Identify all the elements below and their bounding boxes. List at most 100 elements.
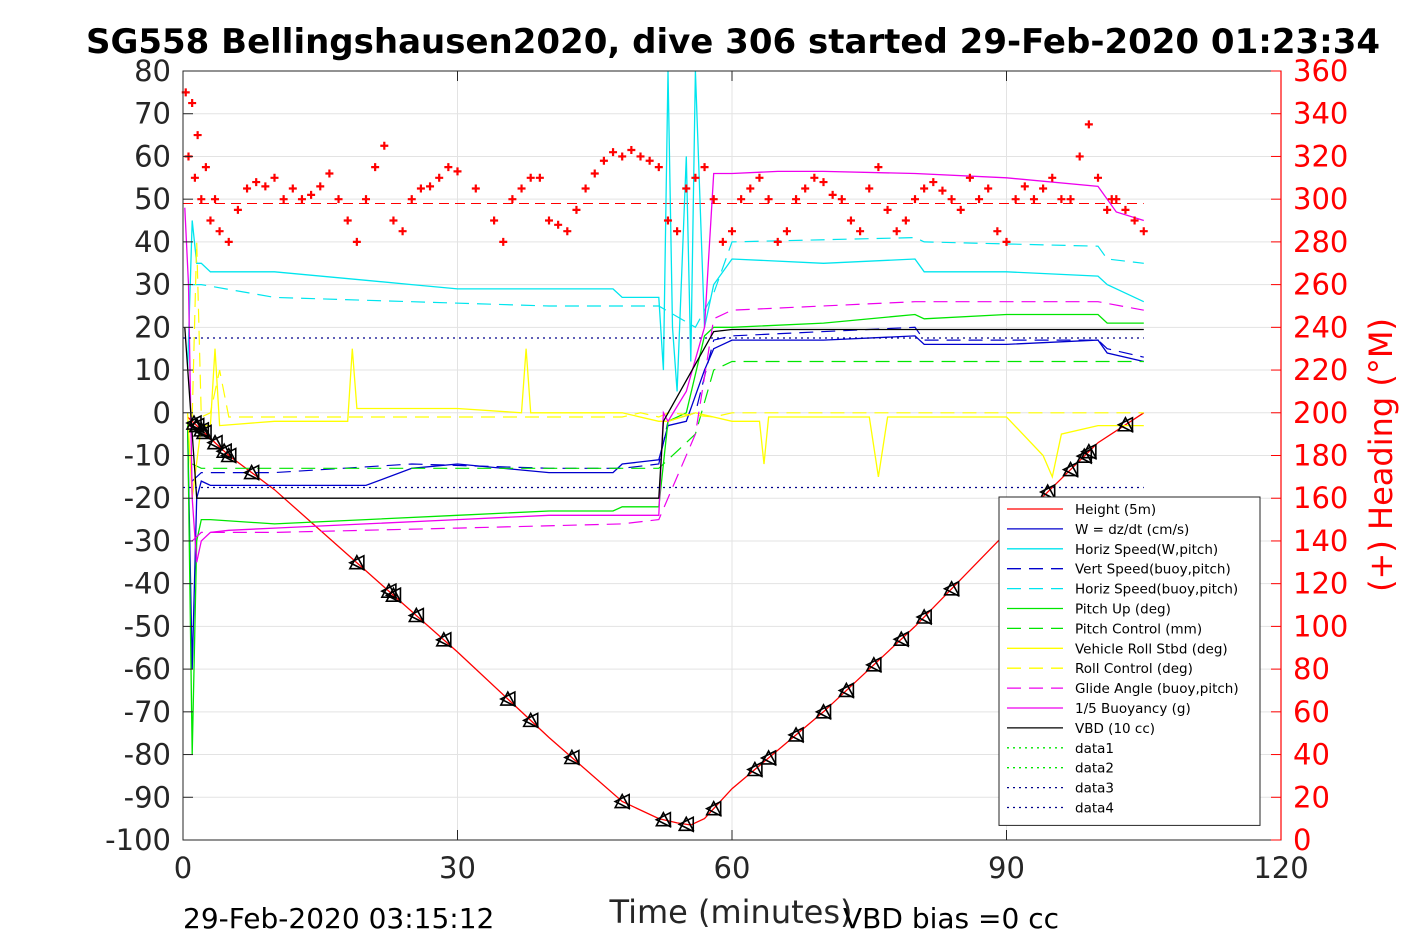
heading-point	[407, 195, 416, 204]
heading-point	[380, 141, 389, 150]
series-line-9	[191, 301, 1144, 542]
heading-point	[911, 195, 919, 204]
heading-point	[773, 237, 782, 246]
heading-point	[819, 178, 828, 187]
x-axis-ticks: 0 30 60 90 120	[174, 71, 1309, 885]
y-tick-label: -10	[124, 439, 171, 473]
right-y-tick-label: 100	[1293, 609, 1348, 643]
heading-point	[627, 146, 636, 155]
legend-label: Vert Speed(buoy,pitch)	[1075, 562, 1231, 578]
heading-point	[297, 195, 306, 204]
depth-marker-up	[677, 815, 695, 832]
right-y-tick-label: 40	[1293, 738, 1330, 772]
heading-point	[975, 195, 984, 204]
depth-marker-up	[613, 792, 631, 809]
legend-label: Vehicle Roll Stbd (deg)	[1075, 641, 1228, 657]
depth-marker-up	[1117, 416, 1134, 432]
depth-marker-up	[407, 606, 425, 623]
depth-marker-up	[206, 433, 224, 450]
heading-point	[206, 216, 215, 225]
heading-point	[581, 184, 590, 193]
series-line-4	[192, 236, 1144, 329]
depth-marker-left	[206, 434, 223, 451]
legend-label: Pitch Up (deg)	[1075, 602, 1171, 618]
x-tick-label: 0	[174, 851, 192, 885]
depth-marker-left	[915, 608, 932, 626]
depth-marker-up	[1080, 442, 1098, 459]
depth-marker-left	[654, 811, 672, 829]
depth-marker-up	[705, 799, 723, 816]
depth-marker-left	[499, 690, 516, 708]
depth-marker-left	[759, 749, 777, 767]
x-tick-label: 120	[1253, 851, 1308, 885]
heading-point	[261, 182, 270, 191]
heading-point	[920, 184, 929, 193]
legend-label: Pitch Control (mm)	[1075, 621, 1202, 637]
heading-point	[709, 195, 718, 204]
depth-marker-left	[434, 631, 452, 649]
legend: Height (5m) W = dz/dt (cm/s) Horiz Speed(W…	[998, 496, 1261, 826]
depth-marker-up	[499, 690, 517, 706]
depth-marker-left	[613, 793, 630, 810]
legend-box	[998, 496, 1261, 826]
heading-point	[325, 169, 334, 178]
depth-marker-up	[943, 580, 960, 596]
depth-marker-up	[815, 703, 832, 719]
y-tick-label: -100	[105, 823, 171, 857]
right-y-tick-label: 300	[1293, 182, 1348, 216]
heading-point	[837, 195, 846, 204]
heading-point	[874, 163, 883, 172]
right-y-tick-label: 320	[1293, 139, 1348, 173]
y-tick-label: 80	[134, 54, 171, 88]
heading-point	[526, 173, 535, 182]
heading-point	[545, 216, 553, 225]
series-line-1	[186, 335, 1144, 670]
y-tick-label: -90	[124, 780, 171, 814]
right-y-tick-label: 180	[1293, 439, 1348, 473]
heading-point	[1066, 195, 1075, 204]
legend-label: data2	[1075, 761, 1114, 777]
right-y-tick-label: 220	[1293, 353, 1348, 387]
depth-marker-up	[865, 656, 883, 672]
depth-marker-left	[521, 712, 539, 729]
right-y-tick-label: 60	[1293, 695, 1330, 729]
heading-point	[499, 237, 508, 246]
depth-marker-left	[677, 816, 695, 833]
legend-label: VBD (10 cc)	[1075, 721, 1155, 737]
right-y-tick-label: 140	[1293, 524, 1348, 558]
heading-point	[398, 227, 407, 236]
heading-point	[590, 169, 599, 178]
heading-point	[856, 227, 865, 236]
legend-label: Height (5m)	[1075, 502, 1156, 518]
heading-point	[1002, 237, 1011, 246]
depth-marker-up	[838, 681, 855, 698]
y-tick-label: 20	[134, 310, 171, 344]
series-line-2	[186, 70, 1145, 392]
legend-label: data4	[1075, 801, 1114, 817]
x-axis-label: Time (minutes)	[609, 893, 853, 931]
depth-marker-left	[942, 580, 960, 598]
y-tick-label: 70	[134, 97, 171, 131]
depth-marker-up	[655, 811, 672, 827]
heading-point	[663, 216, 672, 225]
depth-marker-up	[892, 630, 910, 647]
depth-marker-up	[348, 554, 366, 570]
y-tick-label: -80	[124, 738, 171, 772]
right-y-tick-label: 160	[1293, 481, 1348, 515]
right-y-axis-ticks: 3603403203002802602402202001801601401201…	[1271, 54, 1348, 857]
legend-label: data1	[1075, 741, 1114, 757]
heading-point	[1121, 205, 1130, 214]
depth-marker-left	[242, 464, 260, 481]
heading-point	[718, 237, 727, 246]
depth-marker-up	[220, 446, 238, 463]
heading-point	[554, 220, 563, 229]
heading-point	[1139, 227, 1148, 236]
legend-label: Horiz Speed(W,pitch)	[1075, 542, 1218, 558]
heading-point	[929, 178, 938, 187]
heading-point	[389, 216, 398, 225]
heading-point	[700, 163, 709, 172]
heading-point	[782, 227, 791, 236]
heading-point	[947, 195, 956, 204]
right-y-tick-label: 240	[1293, 310, 1348, 344]
heading-point	[636, 152, 645, 161]
